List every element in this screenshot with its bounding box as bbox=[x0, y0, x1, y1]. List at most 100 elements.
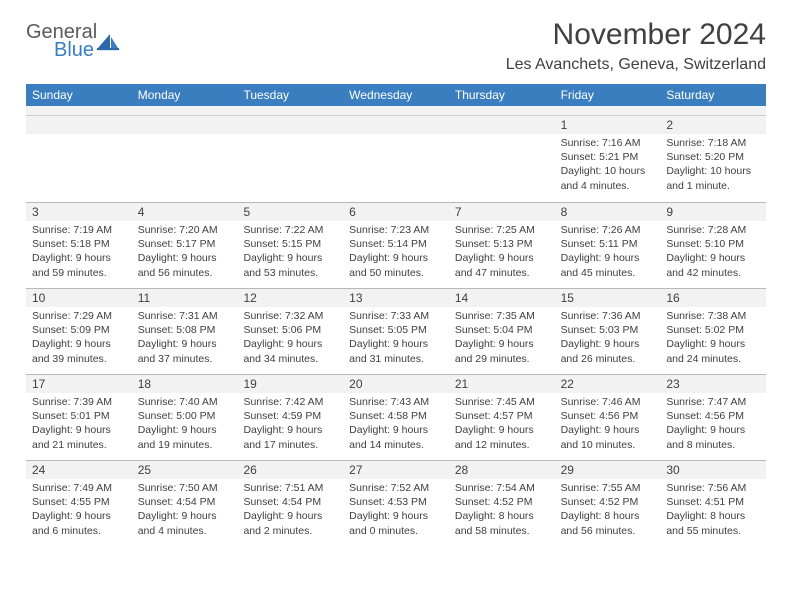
day-number: 30 bbox=[660, 460, 766, 479]
daylight-text: Daylight: 9 hours and 45 minutes. bbox=[561, 251, 655, 279]
day-body: Sunrise: 7:46 AMSunset: 4:56 PMDaylight:… bbox=[555, 393, 661, 456]
day-number: 2 bbox=[660, 116, 766, 134]
sunset-text: Sunset: 5:04 PM bbox=[455, 323, 549, 337]
daylight-text: Daylight: 8 hours and 58 minutes. bbox=[455, 509, 549, 537]
day-cell: 30Sunrise: 7:56 AMSunset: 4:51 PMDayligh… bbox=[660, 460, 766, 546]
sunrise-text: Sunrise: 7:39 AM bbox=[32, 395, 126, 409]
day-cell bbox=[237, 116, 343, 202]
sunset-text: Sunset: 5:20 PM bbox=[666, 150, 760, 164]
spacer-row bbox=[26, 106, 766, 116]
day-cell: 12Sunrise: 7:32 AMSunset: 5:06 PMDayligh… bbox=[237, 288, 343, 374]
day-number: 3 bbox=[26, 202, 132, 221]
sunrise-text: Sunrise: 7:38 AM bbox=[666, 309, 760, 323]
sunset-text: Sunset: 4:54 PM bbox=[138, 495, 232, 509]
day-body: Sunrise: 7:18 AMSunset: 5:20 PMDaylight:… bbox=[660, 134, 766, 197]
sunrise-text: Sunrise: 7:40 AM bbox=[138, 395, 232, 409]
calendar: Sunday Monday Tuesday Wednesday Thursday… bbox=[26, 84, 766, 546]
day-body: Sunrise: 7:19 AMSunset: 5:18 PMDaylight:… bbox=[26, 221, 132, 284]
day-cell: 29Sunrise: 7:55 AMSunset: 4:52 PMDayligh… bbox=[555, 460, 661, 546]
day-number bbox=[26, 116, 132, 134]
day-number: 15 bbox=[555, 288, 661, 307]
sunset-text: Sunset: 4:52 PM bbox=[455, 495, 549, 509]
daylight-text: Daylight: 9 hours and 2 minutes. bbox=[243, 509, 337, 537]
day-body: Sunrise: 7:56 AMSunset: 4:51 PMDaylight:… bbox=[660, 479, 766, 542]
day-number: 25 bbox=[132, 460, 238, 479]
sunrise-text: Sunrise: 7:46 AM bbox=[561, 395, 655, 409]
daylight-text: Daylight: 9 hours and 34 minutes. bbox=[243, 337, 337, 365]
day-cell: 28Sunrise: 7:54 AMSunset: 4:52 PMDayligh… bbox=[449, 460, 555, 546]
day-cell: 13Sunrise: 7:33 AMSunset: 5:05 PMDayligh… bbox=[343, 288, 449, 374]
day-cell: 17Sunrise: 7:39 AMSunset: 5:01 PMDayligh… bbox=[26, 374, 132, 460]
day-number: 11 bbox=[132, 288, 238, 307]
sunrise-text: Sunrise: 7:56 AM bbox=[666, 481, 760, 495]
sunrise-text: Sunrise: 7:45 AM bbox=[455, 395, 549, 409]
sunset-text: Sunset: 4:58 PM bbox=[349, 409, 443, 423]
sunset-text: Sunset: 4:51 PM bbox=[666, 495, 760, 509]
daylight-text: Daylight: 8 hours and 56 minutes. bbox=[561, 509, 655, 537]
sunset-text: Sunset: 5:14 PM bbox=[349, 237, 443, 251]
daylight-text: Daylight: 9 hours and 29 minutes. bbox=[455, 337, 549, 365]
day-body: Sunrise: 7:22 AMSunset: 5:15 PMDaylight:… bbox=[237, 221, 343, 284]
sunrise-text: Sunrise: 7:33 AM bbox=[349, 309, 443, 323]
sunrise-text: Sunrise: 7:28 AM bbox=[666, 223, 760, 237]
day-cell bbox=[26, 116, 132, 202]
day-body: Sunrise: 7:33 AMSunset: 5:05 PMDaylight:… bbox=[343, 307, 449, 370]
sunset-text: Sunset: 5:09 PM bbox=[32, 323, 126, 337]
day-cell: 15Sunrise: 7:36 AMSunset: 5:03 PMDayligh… bbox=[555, 288, 661, 374]
sunset-text: Sunset: 5:13 PM bbox=[455, 237, 549, 251]
day-body: Sunrise: 7:39 AMSunset: 5:01 PMDaylight:… bbox=[26, 393, 132, 456]
day-number: 9 bbox=[660, 202, 766, 221]
day-cell: 5Sunrise: 7:22 AMSunset: 5:15 PMDaylight… bbox=[237, 202, 343, 288]
header: General Blue November 2024 Les Avanchets… bbox=[26, 18, 766, 74]
day-number: 7 bbox=[449, 202, 555, 221]
day-cell: 3Sunrise: 7:19 AMSunset: 5:18 PMDaylight… bbox=[26, 202, 132, 288]
day-number: 22 bbox=[555, 374, 661, 393]
day-number: 24 bbox=[26, 460, 132, 479]
daylight-text: Daylight: 9 hours and 56 minutes. bbox=[138, 251, 232, 279]
logo-sail-icon bbox=[97, 33, 119, 51]
day-number: 1 bbox=[555, 116, 661, 134]
sunrise-text: Sunrise: 7:35 AM bbox=[455, 309, 549, 323]
day-body: Sunrise: 7:32 AMSunset: 5:06 PMDaylight:… bbox=[237, 307, 343, 370]
day-cell: 24Sunrise: 7:49 AMSunset: 4:55 PMDayligh… bbox=[26, 460, 132, 546]
weekday-header: Tuesday bbox=[237, 84, 343, 106]
month-title: November 2024 bbox=[506, 18, 766, 52]
day-number: 5 bbox=[237, 202, 343, 221]
sunrise-text: Sunrise: 7:49 AM bbox=[32, 481, 126, 495]
logo: General Blue bbox=[26, 18, 119, 60]
daylight-text: Daylight: 9 hours and 12 minutes. bbox=[455, 423, 549, 451]
sunrise-text: Sunrise: 7:54 AM bbox=[455, 481, 549, 495]
day-number bbox=[237, 116, 343, 134]
daylight-text: Daylight: 9 hours and 21 minutes. bbox=[32, 423, 126, 451]
sunset-text: Sunset: 4:54 PM bbox=[243, 495, 337, 509]
day-body: Sunrise: 7:29 AMSunset: 5:09 PMDaylight:… bbox=[26, 307, 132, 370]
day-body: Sunrise: 7:23 AMSunset: 5:14 PMDaylight:… bbox=[343, 221, 449, 284]
day-number: 6 bbox=[343, 202, 449, 221]
sunset-text: Sunset: 4:53 PM bbox=[349, 495, 443, 509]
day-body: Sunrise: 7:20 AMSunset: 5:17 PMDaylight:… bbox=[132, 221, 238, 284]
daylight-text: Daylight: 9 hours and 31 minutes. bbox=[349, 337, 443, 365]
day-cell: 26Sunrise: 7:51 AMSunset: 4:54 PMDayligh… bbox=[237, 460, 343, 546]
sunset-text: Sunset: 5:10 PM bbox=[666, 237, 760, 251]
day-body: Sunrise: 7:16 AMSunset: 5:21 PMDaylight:… bbox=[555, 134, 661, 197]
sunrise-text: Sunrise: 7:52 AM bbox=[349, 481, 443, 495]
day-number: 14 bbox=[449, 288, 555, 307]
sunrise-text: Sunrise: 7:50 AM bbox=[138, 481, 232, 495]
day-number: 26 bbox=[237, 460, 343, 479]
daylight-text: Daylight: 8 hours and 55 minutes. bbox=[666, 509, 760, 537]
day-cell: 4Sunrise: 7:20 AMSunset: 5:17 PMDaylight… bbox=[132, 202, 238, 288]
daylight-text: Daylight: 9 hours and 24 minutes. bbox=[666, 337, 760, 365]
day-number: 20 bbox=[343, 374, 449, 393]
weekday-header: Sunday bbox=[26, 84, 132, 106]
sunset-text: Sunset: 5:15 PM bbox=[243, 237, 337, 251]
day-cell: 16Sunrise: 7:38 AMSunset: 5:02 PMDayligh… bbox=[660, 288, 766, 374]
day-number: 17 bbox=[26, 374, 132, 393]
sunrise-text: Sunrise: 7:18 AM bbox=[666, 136, 760, 150]
daylight-text: Daylight: 9 hours and 19 minutes. bbox=[138, 423, 232, 451]
week-row: 10Sunrise: 7:29 AMSunset: 5:09 PMDayligh… bbox=[26, 288, 766, 374]
sunset-text: Sunset: 4:57 PM bbox=[455, 409, 549, 423]
day-cell: 9Sunrise: 7:28 AMSunset: 5:10 PMDaylight… bbox=[660, 202, 766, 288]
day-number: 13 bbox=[343, 288, 449, 307]
day-number: 19 bbox=[237, 374, 343, 393]
sunrise-text: Sunrise: 7:23 AM bbox=[349, 223, 443, 237]
